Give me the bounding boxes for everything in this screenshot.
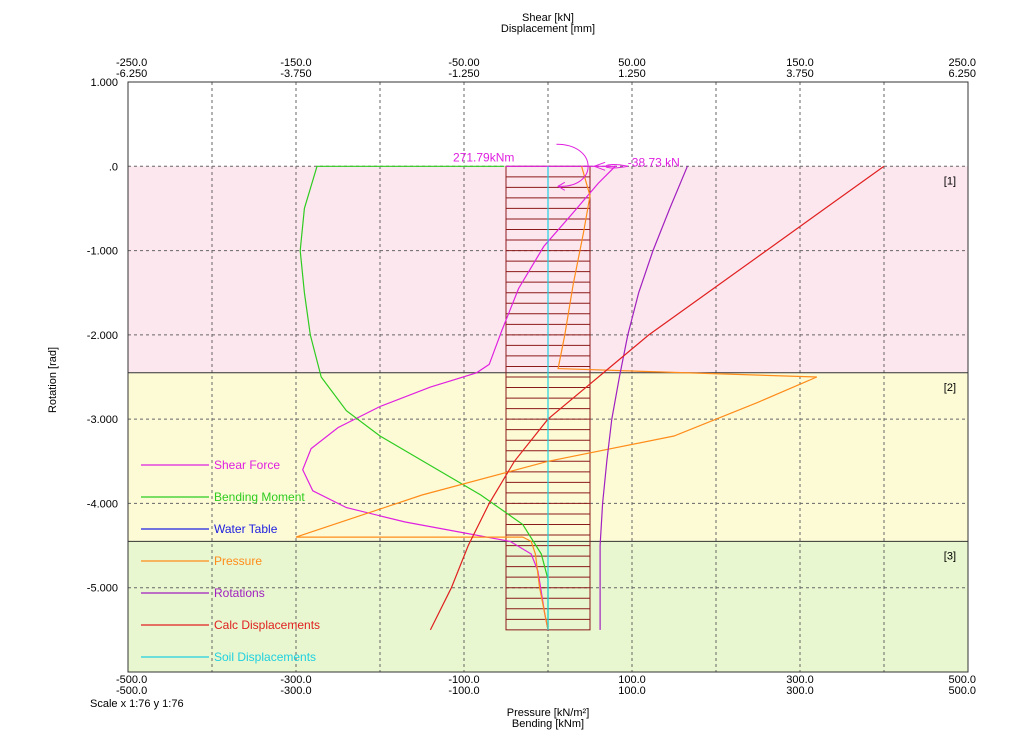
legend-label: Water Table bbox=[214, 522, 278, 536]
shear-annotation-label: -38.73 kN bbox=[628, 155, 680, 169]
bottom-tick-label-pressure: 100.0 bbox=[618, 674, 646, 686]
bottom-tick-label-bending: -100.0 bbox=[448, 685, 479, 697]
top-tick-label-displacement: 1.250 bbox=[618, 68, 646, 80]
layer-label: [3] bbox=[944, 550, 956, 562]
top-tick-label-displacement: 6.250 bbox=[948, 68, 976, 80]
left-axis-title: Rotation [rad] bbox=[47, 347, 59, 413]
layer-label: [1] bbox=[944, 175, 956, 187]
top-tick-label-displacement: 3.750 bbox=[786, 68, 814, 80]
moment-arrowhead-icon bbox=[557, 181, 566, 191]
top-tick-label-shear: 50.00 bbox=[618, 57, 646, 69]
bottom-tick-label-pressure: -500.0 bbox=[116, 674, 147, 686]
legend-label: Rotations bbox=[214, 586, 265, 600]
legend-label: Calc Displacements bbox=[214, 618, 320, 632]
series-line-rotations bbox=[599, 166, 688, 630]
bottom-axis-title-pressure: Pressure [kN/m²] bbox=[507, 707, 590, 719]
left-tick-label: -5.000 bbox=[87, 583, 118, 595]
bottom-tick-label-pressure: 300.0 bbox=[786, 674, 814, 686]
left-tick-label: -1.000 bbox=[87, 246, 118, 258]
series-lines bbox=[295, 165, 885, 631]
legend-label: Shear Force bbox=[214, 458, 280, 472]
moment-annotation-label: 271.79kNm bbox=[453, 150, 514, 164]
bottom-tick-label-bending: 500.0 bbox=[948, 685, 976, 697]
top-tick-labels: -250.0-6.250 -150.0-3.750 -50.00-1.250 50.0… bbox=[116, 57, 976, 80]
top-tick-label-displacement: -6.250 bbox=[116, 68, 147, 80]
top-tick-label-shear: 250.0 bbox=[948, 57, 976, 69]
series-line-calc-displacements bbox=[429, 165, 885, 631]
bottom-tick-label-pressure: -300.0 bbox=[280, 674, 311, 686]
bottom-tick-label-bending: -500.0 bbox=[116, 685, 147, 697]
top-axis-title-shear: Shear [kN] bbox=[522, 12, 574, 24]
layer-labels: [1] [2] [3] bbox=[944, 175, 956, 562]
top-tick-label-shear: -250.0 bbox=[116, 57, 147, 69]
bottom-tick-labels: -500.0-500.0 -300.0-300.0 -100.0-100.0 100.… bbox=[116, 674, 976, 697]
left-tick-label: .0 bbox=[109, 161, 118, 173]
top-axis-title-displacement: Displacement [mm] bbox=[501, 23, 595, 35]
left-tick-label: 1.000 bbox=[90, 77, 118, 89]
top-tick-label-shear: -150.0 bbox=[280, 57, 311, 69]
bottom-tick-label-bending: -300.0 bbox=[280, 685, 311, 697]
bottom-tick-label-bending: 100.0 bbox=[618, 685, 646, 697]
legend-label: Bending Moment bbox=[214, 490, 305, 504]
legend-label: Pressure bbox=[214, 554, 262, 568]
shear-arrowhead-icon bbox=[592, 161, 606, 171]
legend: Shear Force Bending Moment Water Table Pres… bbox=[141, 458, 320, 664]
top-tick-label-displacement: -3.750 bbox=[280, 68, 311, 80]
series-line-shear-force bbox=[302, 165, 617, 631]
legend-label: Soil Displacements bbox=[214, 650, 316, 664]
left-tick-label: -4.000 bbox=[87, 498, 118, 510]
shear-arc-icon bbox=[605, 164, 628, 169]
scale-label: Scale x 1:76 y 1:76 bbox=[90, 698, 184, 710]
series-line-pressure bbox=[295, 166, 818, 631]
bottom-tick-label-pressure: 500.0 bbox=[948, 674, 976, 686]
series-line-bending-moment bbox=[299, 165, 549, 630]
top-tick-label-shear: 150.0 bbox=[786, 57, 814, 69]
top-tick-label-displacement: -1.250 bbox=[448, 68, 479, 80]
annotations: 271.79kNm -38.73 kN bbox=[453, 143, 680, 191]
bottom-tick-label-bending: 300.0 bbox=[786, 685, 814, 697]
left-tick-label: -3.000 bbox=[87, 414, 118, 426]
bottom-tick-label-pressure: -100.0 bbox=[448, 674, 479, 686]
layer-label: [2] bbox=[944, 382, 956, 394]
left-tick-labels: 1.000 .0 -1.000 -2.000 -3.000 -4.000 -5.000 bbox=[87, 77, 118, 595]
plot-frame bbox=[127, 81, 969, 673]
left-tick-label: -2.000 bbox=[87, 330, 118, 342]
top-tick-label-shear: -50.00 bbox=[448, 57, 479, 69]
bottom-axis-title-bending: Bending [kNm] bbox=[512, 718, 584, 730]
moment-arc-icon bbox=[556, 143, 589, 187]
